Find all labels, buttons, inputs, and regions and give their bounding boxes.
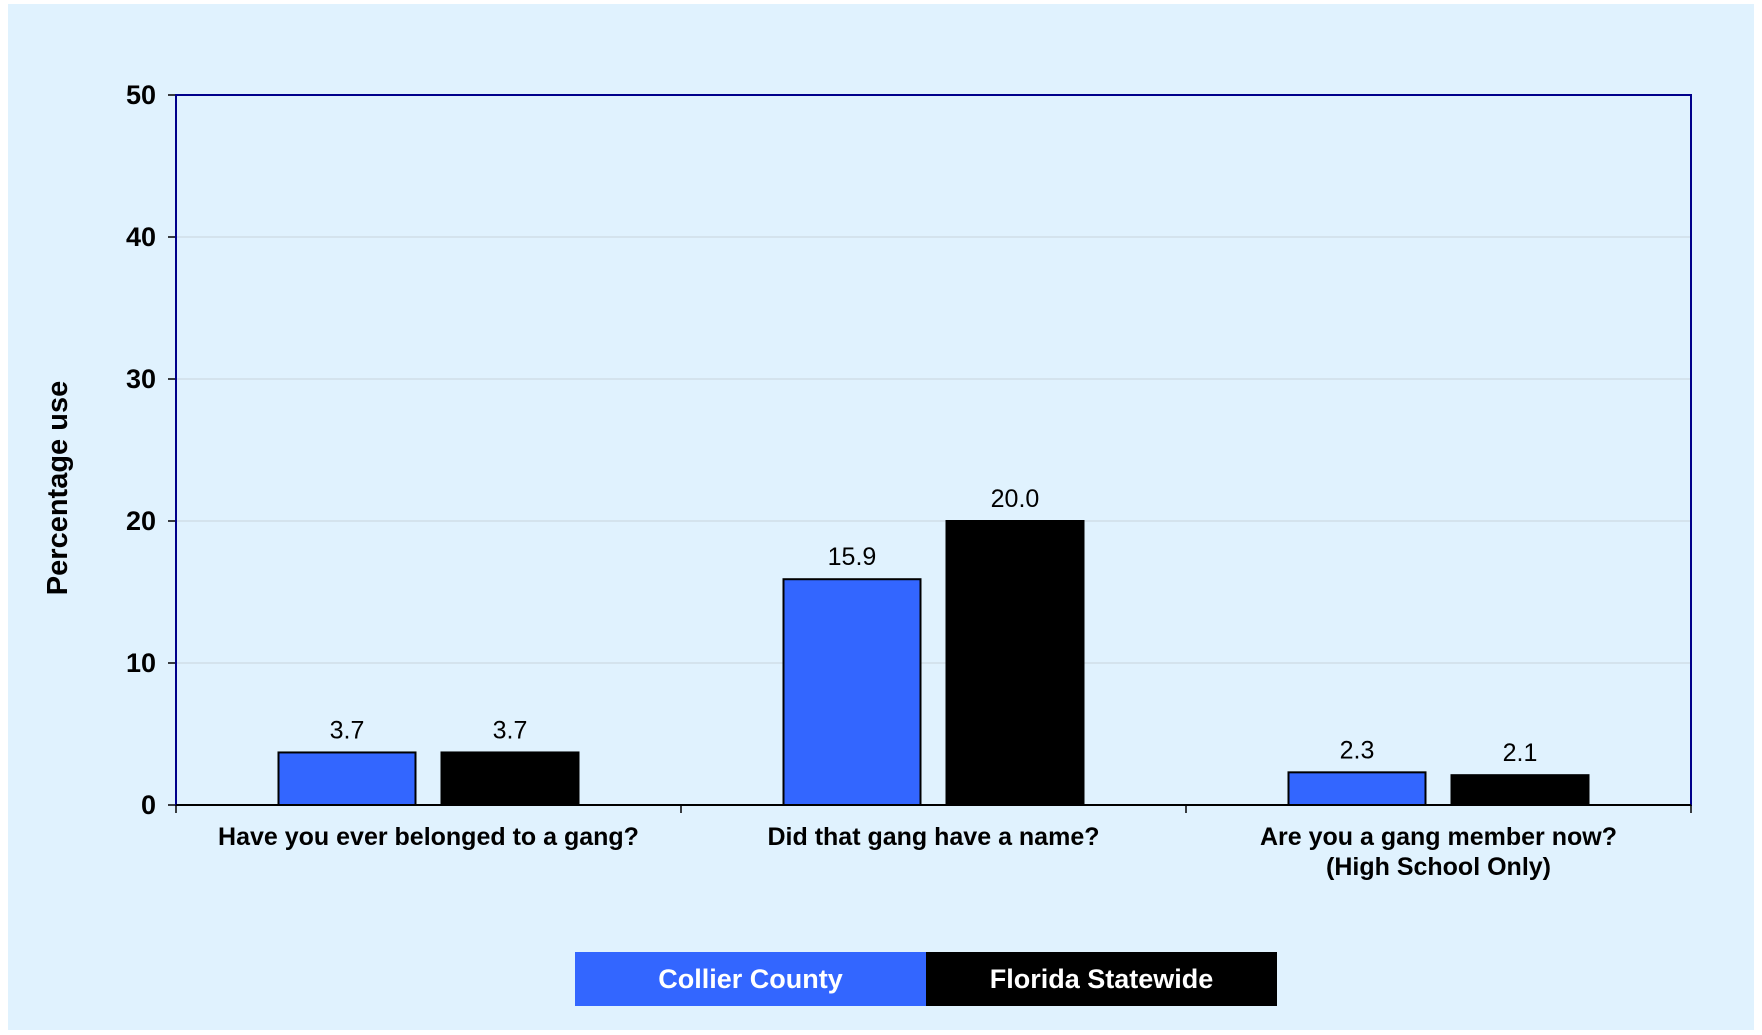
data-label: 20.0 (991, 485, 1040, 513)
y-tick-label: 30 (126, 364, 156, 394)
y-tick-label: 0 (141, 790, 156, 820)
bar-collier-county (1287, 771, 1427, 807)
bar-florida-statewide (945, 520, 1085, 806)
data-label: 15.9 (828, 543, 877, 571)
axes (168, 94, 1692, 813)
gridlines (176, 95, 1691, 805)
bar-florida-statewide (440, 751, 580, 807)
bar-collier-county (782, 578, 922, 806)
y-axis-title: Percentage use (42, 381, 74, 595)
legend-item-florida-statewide: Florida Statewide (926, 952, 1277, 1006)
plot-background (176, 95, 1691, 805)
chart-area: 0 10 20 30 40 50 3.7 3.7 Have you ever belonged … (8, 4, 1754, 1030)
x-tick-label: (High School Only) (1326, 853, 1551, 881)
y-tick-label: 50 (126, 80, 156, 110)
y-tick-label: 20 (126, 506, 156, 536)
y-tick-label: 40 (126, 222, 156, 252)
legend-item-collier-county: Collier County (575, 952, 926, 1006)
data-label: 3.7 (493, 716, 528, 744)
x-tick-label: Are you a gang member now? (1260, 823, 1617, 851)
labels: 0 10 20 30 40 50 3.7 3.7 Have you ever belonged … (126, 80, 1617, 881)
data-label: 3.7 (330, 716, 365, 744)
y-tick-label: 10 (126, 648, 156, 678)
x-tick-label: Did that gang have a name? (767, 823, 1099, 851)
bar-collier-county (277, 751, 417, 807)
data-label: 2.1 (1503, 739, 1538, 767)
bar-florida-statewide (1450, 774, 1590, 806)
x-tick-label: Have you ever belonged to a gang? (218, 823, 639, 851)
legend-label-florida-statewide: Florida Statewide (989, 963, 1214, 994)
legend-label-collier-county: Collier County (658, 963, 843, 994)
data-label: 2.3 (1340, 736, 1375, 764)
bar-chart: 0 10 20 30 40 50 3.7 3.7 Have you ever belonged … (42, 80, 1692, 881)
